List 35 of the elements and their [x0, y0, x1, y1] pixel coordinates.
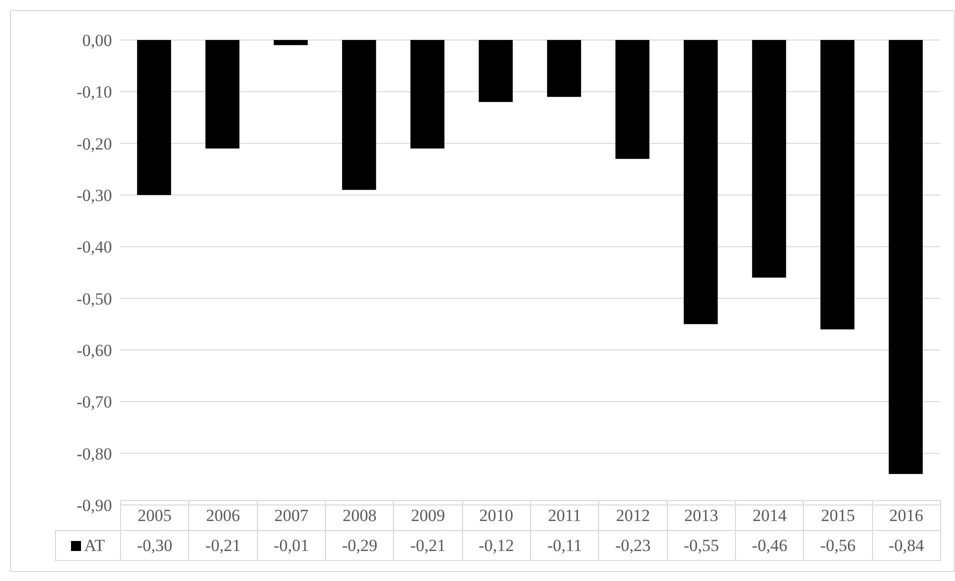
text: -0,23 — [615, 536, 651, 554]
x-tick-label: 2006 — [188, 500, 258, 530]
x-tick-label: 2013 — [667, 500, 736, 530]
text: -0,21 — [410, 536, 446, 554]
x-tick-label: 2016 — [872, 500, 940, 530]
x-tick-label: 2014 — [735, 500, 804, 530]
x-tick-label: 2011 — [530, 500, 599, 530]
x-tick-label: 2007 — [257, 500, 326, 530]
text: -0,01 — [274, 536, 310, 554]
y-tick-label: -0,10 — [76, 82, 112, 102]
y-tick-label: 0,00 — [82, 31, 112, 50]
y-tick-label: -0,90 — [76, 496, 112, 516]
y-tick-label: -0,60 — [76, 341, 112, 360]
text: -0,29 — [342, 536, 378, 554]
text: -0,11 — [547, 536, 582, 554]
x-tick-label: 2015 — [804, 500, 872, 530]
y-tick-label: -0,50 — [76, 289, 112, 308]
legend-label: AT — [56, 530, 120, 560]
text: -0,30 — [136, 536, 172, 554]
x-tick-label: 2005 — [120, 500, 189, 530]
x-tick-label: 2012 — [598, 500, 668, 530]
text: -0,55 — [684, 536, 719, 554]
y-tick-label: -0,70 — [76, 392, 112, 412]
text: -0,84 — [888, 536, 924, 554]
y-tick-label: -0,20 — [76, 134, 112, 154]
y-tick-label: -0,40 — [76, 238, 112, 257]
y-tick-label: -0,30 — [76, 186, 112, 206]
text: -0,12 — [478, 536, 514, 554]
x-tick-label: 2010 — [462, 500, 530, 530]
text: -0,46 — [752, 536, 788, 554]
y-tick-label: -0,80 — [76, 444, 112, 464]
x-tick-label: 2009 — [394, 500, 462, 530]
text: -0,21 — [205, 536, 241, 554]
x-tick-label: 2008 — [325, 500, 394, 530]
text: -0,56 — [820, 536, 856, 554]
